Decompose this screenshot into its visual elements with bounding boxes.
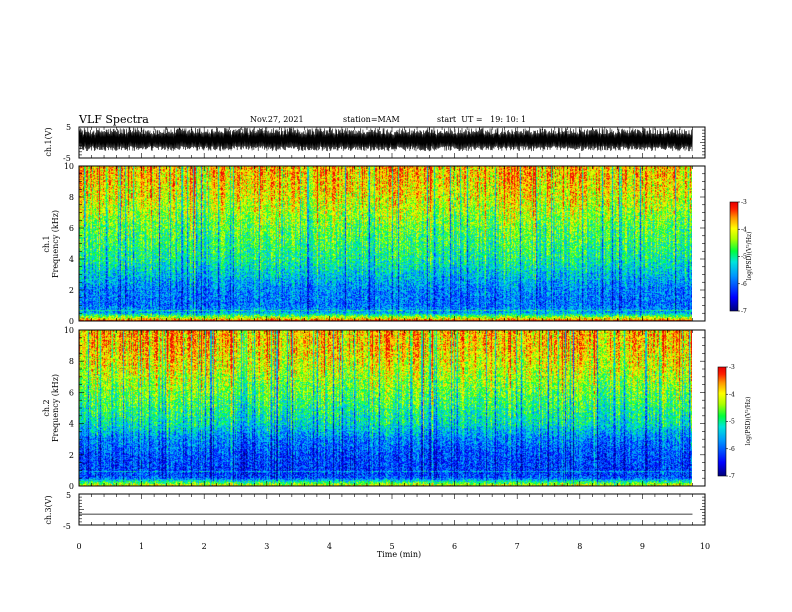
- colorbar-tick-label: -7: [729, 473, 735, 480]
- time-tick-label: 7: [515, 542, 520, 551]
- ch2-colorbar: [718, 367, 726, 476]
- colorbar-tick-label: -7: [741, 308, 747, 315]
- colorbar-tick-label: -4: [729, 391, 735, 398]
- time-tick-label: 10: [700, 542, 710, 551]
- frequency-tick-label: 2: [69, 286, 74, 295]
- ch1-waveform-ylabel: ch.1(V): [44, 127, 53, 156]
- ch2-colorbar-ticks: -3 -4 -5 -6 -7: [726, 364, 735, 480]
- colorbar-tick-label: -6: [741, 281, 747, 288]
- frequency-tick-label: 0: [69, 317, 74, 326]
- colorbar-tick-label: -3: [729, 364, 735, 371]
- time-tick-label: 4: [327, 542, 332, 551]
- time-tick-label: 8: [577, 542, 582, 551]
- start-time-label: start UT = 19: 10: 1: [437, 115, 526, 124]
- station-label: station=MAM: [343, 115, 400, 124]
- frequency-tick-label: 8: [69, 357, 74, 366]
- frequency-tick-label: 10: [64, 162, 74, 171]
- ch2-spectrogram-ylabel-channel: ch.2: [42, 399, 51, 416]
- ch1-spectrogram-ticks: [78, 165, 706, 322]
- ch1-colorbar-label: log(PSD)(V²/Hz): [746, 232, 753, 281]
- ch2-spectrogram-ticks: [78, 329, 706, 487]
- time-tick-label: 6: [452, 542, 457, 551]
- ch2-colorbar-label: log(PSD)(V²/Hz): [745, 397, 752, 446]
- frequency-tick-label: 4: [69, 420, 74, 429]
- ch1-waveform-panel: 5 -5 ch.1(V): [44, 123, 706, 163]
- ch3-waveform-ylabel: ch.3(V): [44, 495, 53, 524]
- time-axis-label: Time (min): [377, 550, 421, 559]
- ch2-frequency-tick-labels: 0 2 4 6 8 10: [64, 326, 74, 491]
- ch3-waveform-panel: 5 -5 ch.3(V): [44, 491, 706, 531]
- time-tick-label: 5: [389, 542, 394, 551]
- ch1-spectrogram-ylabel-frequency: Frequency (kHz): [51, 210, 60, 278]
- figure-title: VLF Spectra: [78, 113, 149, 126]
- ch1-frequency-tick-labels: 0 2 4 6 8 10: [64, 162, 74, 326]
- time-axis-tick-labels: 0 1 2 3 4 5 6 7 8 9 10: [76, 542, 710, 551]
- ch3-ytick-bottom: -5: [63, 522, 71, 531]
- colorbar-tick-label: -5: [741, 254, 747, 261]
- ch2-spectrogram-ylabel-frequency: Frequency (kHz): [51, 374, 60, 442]
- time-tick-label: 9: [640, 542, 645, 551]
- frequency-tick-label: 2: [69, 451, 74, 460]
- time-tick-label: 0: [76, 542, 81, 551]
- ch2-spectrogram-image: [79, 330, 692, 486]
- frequency-tick-label: 10: [64, 326, 74, 335]
- ch1-waveform-trace: [78, 127, 693, 152]
- colorbar-tick-label: -3: [741, 199, 747, 206]
- colorbar-tick-label: -5: [729, 419, 735, 426]
- ch3-waveform-ticks: [78, 493, 706, 526]
- ch1-colorbar: [730, 202, 738, 311]
- colorbar-tick-label: -4: [741, 226, 747, 233]
- ch1-spectrogram-image: [79, 166, 692, 321]
- ch1-ytick-bottom: -5: [63, 154, 71, 163]
- date-label: Nov.27, 2021: [250, 115, 304, 124]
- frequency-tick-label: 0: [69, 482, 74, 491]
- colorbar-tick-label: -6: [729, 446, 735, 453]
- frequency-tick-label: 8: [69, 193, 74, 202]
- frequency-tick-label: 4: [69, 255, 74, 264]
- ch1-waveform-ticks: [78, 126, 706, 159]
- ch1-colorbar-ticks: -3 -4 -5 -6 -7: [738, 199, 747, 315]
- ch3-ytick-top: 5: [66, 491, 71, 500]
- ch1-spectrogram-ylabel-channel: ch.1: [42, 235, 51, 252]
- frequency-tick-label: 6: [69, 388, 74, 397]
- frequency-tick-label: 6: [69, 224, 74, 233]
- ch1-ytick-top: 5: [66, 123, 71, 132]
- time-tick-label: 3: [264, 542, 269, 551]
- time-tick-label: 1: [139, 542, 144, 551]
- time-tick-label: 2: [202, 542, 207, 551]
